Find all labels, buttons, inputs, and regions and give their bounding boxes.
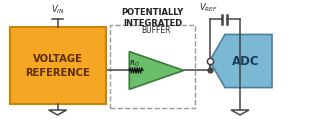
Text: $R_O$: $R_O$ xyxy=(129,59,140,69)
Polygon shape xyxy=(49,110,67,115)
Text: POTENTIALLY
INTEGRATED: POTENTIALLY INTEGRATED xyxy=(122,8,184,28)
Polygon shape xyxy=(231,110,249,115)
Polygon shape xyxy=(129,52,184,89)
FancyBboxPatch shape xyxy=(10,27,106,104)
Text: BUFFER: BUFFER xyxy=(141,26,171,35)
Text: ADC: ADC xyxy=(232,54,260,68)
Text: $V_{IN}$: $V_{IN}$ xyxy=(51,3,64,15)
Text: VOLTAGE
REFERENCE: VOLTAGE REFERENCE xyxy=(25,54,90,78)
Polygon shape xyxy=(210,34,272,88)
Text: $V_{REF}$: $V_{REF}$ xyxy=(198,2,218,14)
